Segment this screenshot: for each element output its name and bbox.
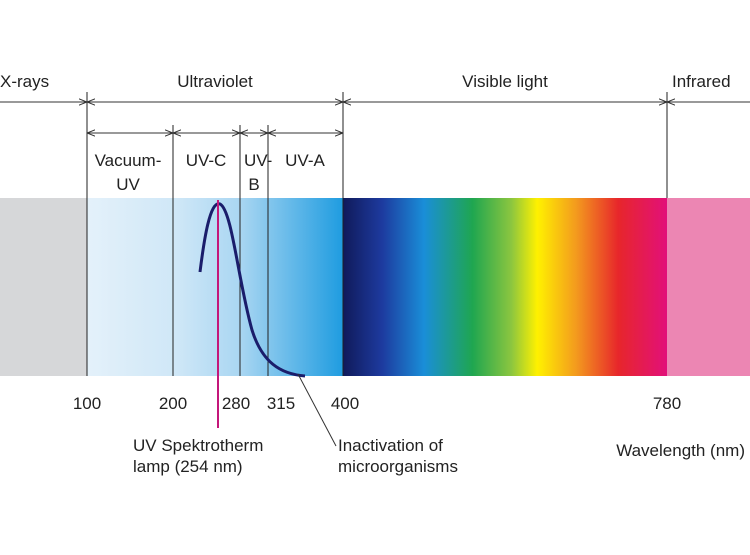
xray-band <box>0 198 87 376</box>
sub-region-label: UV-C <box>186 151 227 170</box>
scale-label: 100 <box>73 394 101 413</box>
uv-band <box>87 198 343 376</box>
scale-label: 280 <box>222 394 250 413</box>
leader-line <box>297 373 337 447</box>
scale-label: 400 <box>331 394 359 413</box>
region-label: X-rays <box>0 72 49 91</box>
scale-label: 315 <box>267 394 295 413</box>
infrared-band <box>667 198 750 376</box>
lamp-annotation: UV Spektrotherm <box>133 436 263 455</box>
region-arrows <box>0 102 750 133</box>
visible-band <box>343 198 667 376</box>
lamp-annotation: lamp (254 nm) <box>133 457 243 476</box>
region-label: Visible light <box>462 72 548 91</box>
sub-region-label: UV <box>116 175 140 194</box>
inactivation-annotation: microorganisms <box>338 457 458 476</box>
axis-label: Wavelength (nm) <box>616 441 745 460</box>
spectrum-band <box>0 198 750 376</box>
sub-region-label: UV- <box>244 151 272 170</box>
scale-label: 200 <box>159 394 187 413</box>
sub-region-label: UV-A <box>285 151 325 170</box>
region-label: Ultraviolet <box>177 72 253 91</box>
sub-region-label: B <box>248 175 259 194</box>
scale-label: 780 <box>653 394 681 413</box>
inactivation-annotation: Inactivation of <box>338 436 443 455</box>
region-label: Infrared <box>672 72 731 91</box>
inactivation-curve <box>198 202 306 378</box>
sub-region-label: Vacuum- <box>95 151 162 170</box>
boundary-lines <box>86 92 668 376</box>
